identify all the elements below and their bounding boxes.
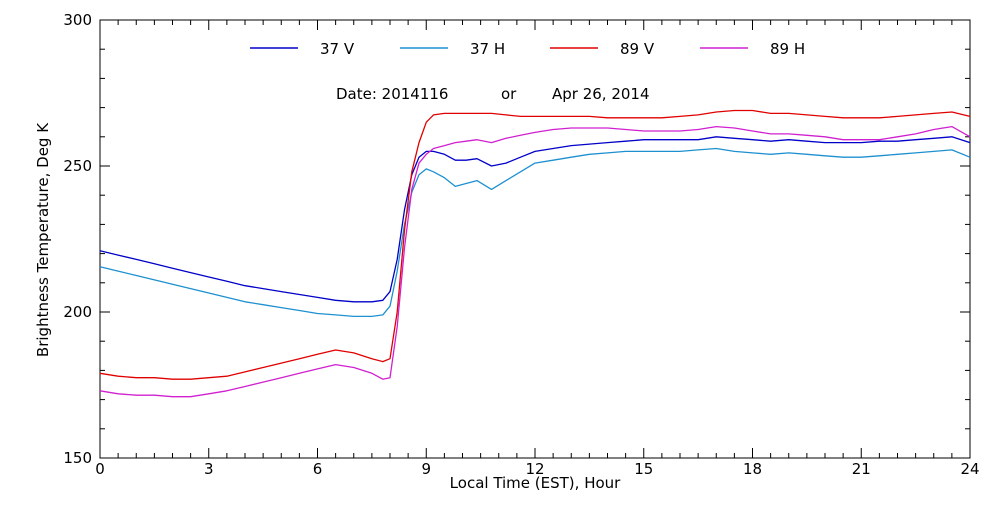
legend-label: 89 H [770, 40, 805, 58]
x-tick-label: 6 [313, 460, 323, 478]
y-axis-title: Brightness Temperature, Deg K [34, 122, 52, 357]
legend-item-37-v: 37 V [250, 40, 355, 58]
series-line-37-v [99, 136, 971, 303]
x-tick-label: 18 [743, 460, 762, 478]
legend-label: 37 H [470, 40, 505, 58]
legend-label: 89 V [620, 40, 655, 58]
x-tick-label: 3 [204, 460, 214, 478]
y-axis: 150 200 250 300 [63, 11, 970, 467]
series-group [99, 109, 971, 398]
series-line-89-v [99, 109, 971, 380]
x-tick-label: 21 [852, 460, 871, 478]
x-axis-title: Local Time (EST), Hour [450, 474, 621, 492]
series-line-37-h [99, 147, 971, 318]
calendar-date-label: Apr 26, 2014 [552, 85, 650, 103]
plot-border [99, 19, 971, 459]
y-tick-label: 250 [63, 157, 92, 175]
y-tick-label: 300 [63, 11, 92, 29]
legend-item-89-v: 89 V [550, 40, 655, 58]
x-axis: 0 3 6 9 12 15 18 21 24 [95, 20, 980, 478]
x-tick-label: 9 [421, 460, 431, 478]
x-tick-label: 0 [95, 460, 105, 478]
legend: 37 V 37 H 89 V 89 H [250, 40, 805, 58]
date-label: Date: 2014116 [336, 85, 448, 103]
series-line-89-h [99, 125, 971, 398]
legend-label: 37 V [320, 40, 355, 58]
x-tick-label: 12 [525, 460, 544, 478]
y-tick-label: 200 [63, 303, 92, 321]
legend-item-89-h: 89 H [700, 40, 805, 58]
x-tick-label: 15 [634, 460, 653, 478]
legend-item-37-h: 37 H [400, 40, 505, 58]
plot-frame [99, 19, 971, 459]
or-label: or [501, 85, 517, 103]
x-tick-label: 24 [960, 460, 979, 478]
y-tick-label: 150 [63, 449, 92, 467]
